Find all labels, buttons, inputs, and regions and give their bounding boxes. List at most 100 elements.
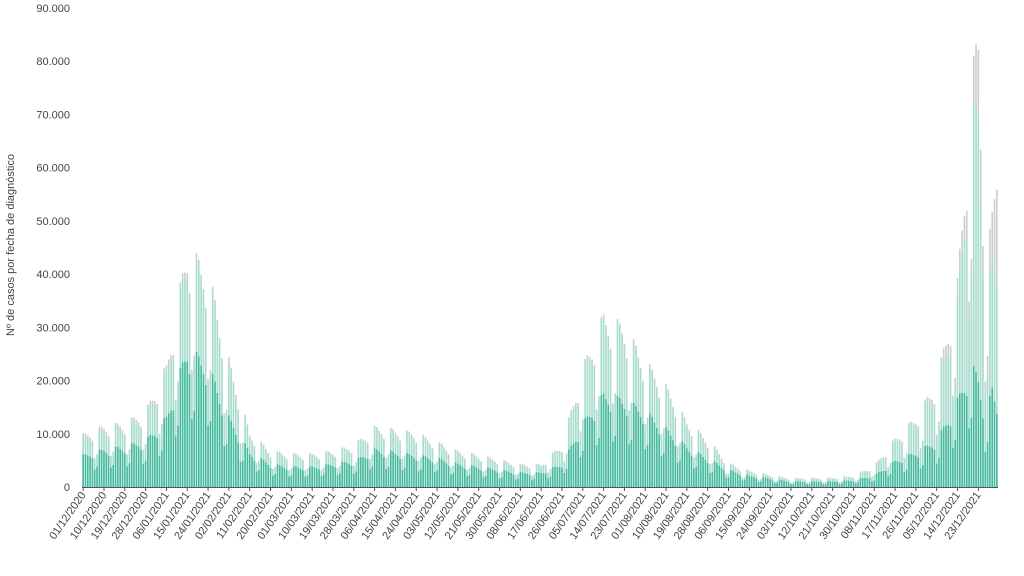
bar-segment bbox=[431, 449, 434, 463]
bar-segment bbox=[655, 427, 658, 487]
bar-segment bbox=[389, 427, 392, 430]
bar-segment bbox=[195, 351, 198, 487]
bar-segment bbox=[401, 469, 404, 487]
bar-segment bbox=[318, 458, 320, 460]
bar-segment bbox=[628, 411, 630, 445]
bar-segment bbox=[429, 444, 431, 446]
bar-segment bbox=[667, 391, 670, 431]
bar-segment bbox=[912, 422, 915, 426]
bar-segment bbox=[637, 359, 640, 412]
bar-segment bbox=[415, 460, 418, 487]
bar-segment bbox=[302, 470, 304, 487]
bar-segment bbox=[510, 465, 512, 473]
bar-segment bbox=[147, 404, 149, 408]
bar-segment bbox=[399, 440, 401, 443]
bar-segment bbox=[297, 456, 300, 468]
bar-segment bbox=[140, 426, 142, 430]
bar-segment bbox=[528, 475, 531, 487]
bar-segment bbox=[815, 478, 818, 479]
bar-segment bbox=[928, 403, 931, 447]
bar-segment bbox=[322, 474, 325, 487]
bar-segment bbox=[320, 470, 323, 477]
bar-segment bbox=[426, 440, 429, 442]
bar-segment bbox=[686, 448, 688, 487]
bar-segment bbox=[514, 475, 517, 480]
bar-segment bbox=[901, 441, 903, 444]
bar-segment bbox=[945, 425, 947, 487]
bar-segment bbox=[371, 454, 374, 456]
bar-segment bbox=[348, 451, 350, 465]
bar-segment bbox=[133, 420, 135, 444]
bar-segment bbox=[746, 474, 748, 487]
bar-segment bbox=[801, 478, 804, 480]
bar-segment bbox=[445, 450, 448, 452]
bar-segment bbox=[260, 441, 263, 444]
bar-segment bbox=[304, 476, 307, 487]
bar-segment bbox=[133, 417, 135, 421]
bar-segment bbox=[186, 278, 189, 362]
bar-segment bbox=[237, 442, 239, 487]
bar-segment bbox=[274, 474, 276, 487]
bar-segment bbox=[424, 436, 427, 439]
bar-segment bbox=[269, 457, 272, 459]
bar-segment bbox=[401, 458, 404, 460]
bar-segment bbox=[732, 470, 734, 487]
bar-segment bbox=[940, 430, 943, 487]
bar-segment bbox=[420, 469, 422, 487]
bar-segment bbox=[625, 416, 628, 487]
bar-segment bbox=[989, 268, 991, 396]
bar-segment bbox=[484, 476, 487, 487]
bar-segment bbox=[653, 380, 656, 423]
bar-segment bbox=[327, 452, 330, 465]
bar-segment bbox=[931, 400, 933, 405]
bar-segment bbox=[156, 438, 159, 487]
bar-segment bbox=[117, 446, 119, 487]
bar-segment bbox=[207, 378, 209, 382]
bar-segment bbox=[438, 443, 441, 458]
bar-segment bbox=[871, 476, 873, 478]
bar-segment bbox=[422, 455, 425, 487]
bar-segment bbox=[702, 439, 704, 457]
bar-segment bbox=[387, 455, 390, 467]
bar-segment bbox=[829, 477, 832, 479]
bar-segment bbox=[147, 436, 149, 487]
bar-segment bbox=[142, 463, 145, 487]
bar-segment bbox=[366, 459, 369, 487]
bar-segment bbox=[357, 439, 360, 442]
bar-segment bbox=[477, 458, 480, 460]
bar-segment bbox=[827, 478, 829, 482]
bar-segment bbox=[646, 417, 649, 420]
bar-segment bbox=[288, 470, 290, 477]
bar-segment bbox=[336, 468, 339, 469]
bar-segment bbox=[209, 370, 212, 374]
bar-segment bbox=[600, 394, 603, 487]
bar-segment bbox=[679, 444, 681, 461]
bar-segment bbox=[211, 292, 214, 374]
bar-segment bbox=[572, 408, 575, 444]
bar-segment bbox=[947, 354, 950, 425]
bar-segment bbox=[431, 448, 434, 450]
bar-segment bbox=[133, 443, 135, 487]
bar-segment bbox=[785, 481, 788, 487]
bar-segment bbox=[459, 454, 462, 466]
bar-segment bbox=[734, 472, 737, 487]
bar-segment bbox=[711, 471, 714, 487]
bar-segment bbox=[901, 443, 903, 464]
bar-segment bbox=[625, 358, 628, 361]
bar-segment bbox=[93, 469, 96, 487]
bar-segment bbox=[438, 442, 441, 444]
bar-segment bbox=[630, 402, 633, 405]
bar-segment bbox=[179, 367, 182, 487]
bar-segment bbox=[177, 384, 179, 426]
bar-segment bbox=[669, 435, 672, 487]
bar-segment bbox=[959, 393, 961, 487]
bar-segment bbox=[725, 477, 728, 487]
bar-segment bbox=[207, 425, 209, 487]
bar-segment bbox=[295, 454, 297, 467]
bar-segment bbox=[158, 435, 161, 456]
bar-segment bbox=[174, 399, 177, 403]
bar-segment bbox=[304, 470, 307, 471]
bar-segment bbox=[204, 384, 207, 487]
bar-segment bbox=[921, 443, 924, 465]
bar-segment bbox=[112, 453, 115, 465]
